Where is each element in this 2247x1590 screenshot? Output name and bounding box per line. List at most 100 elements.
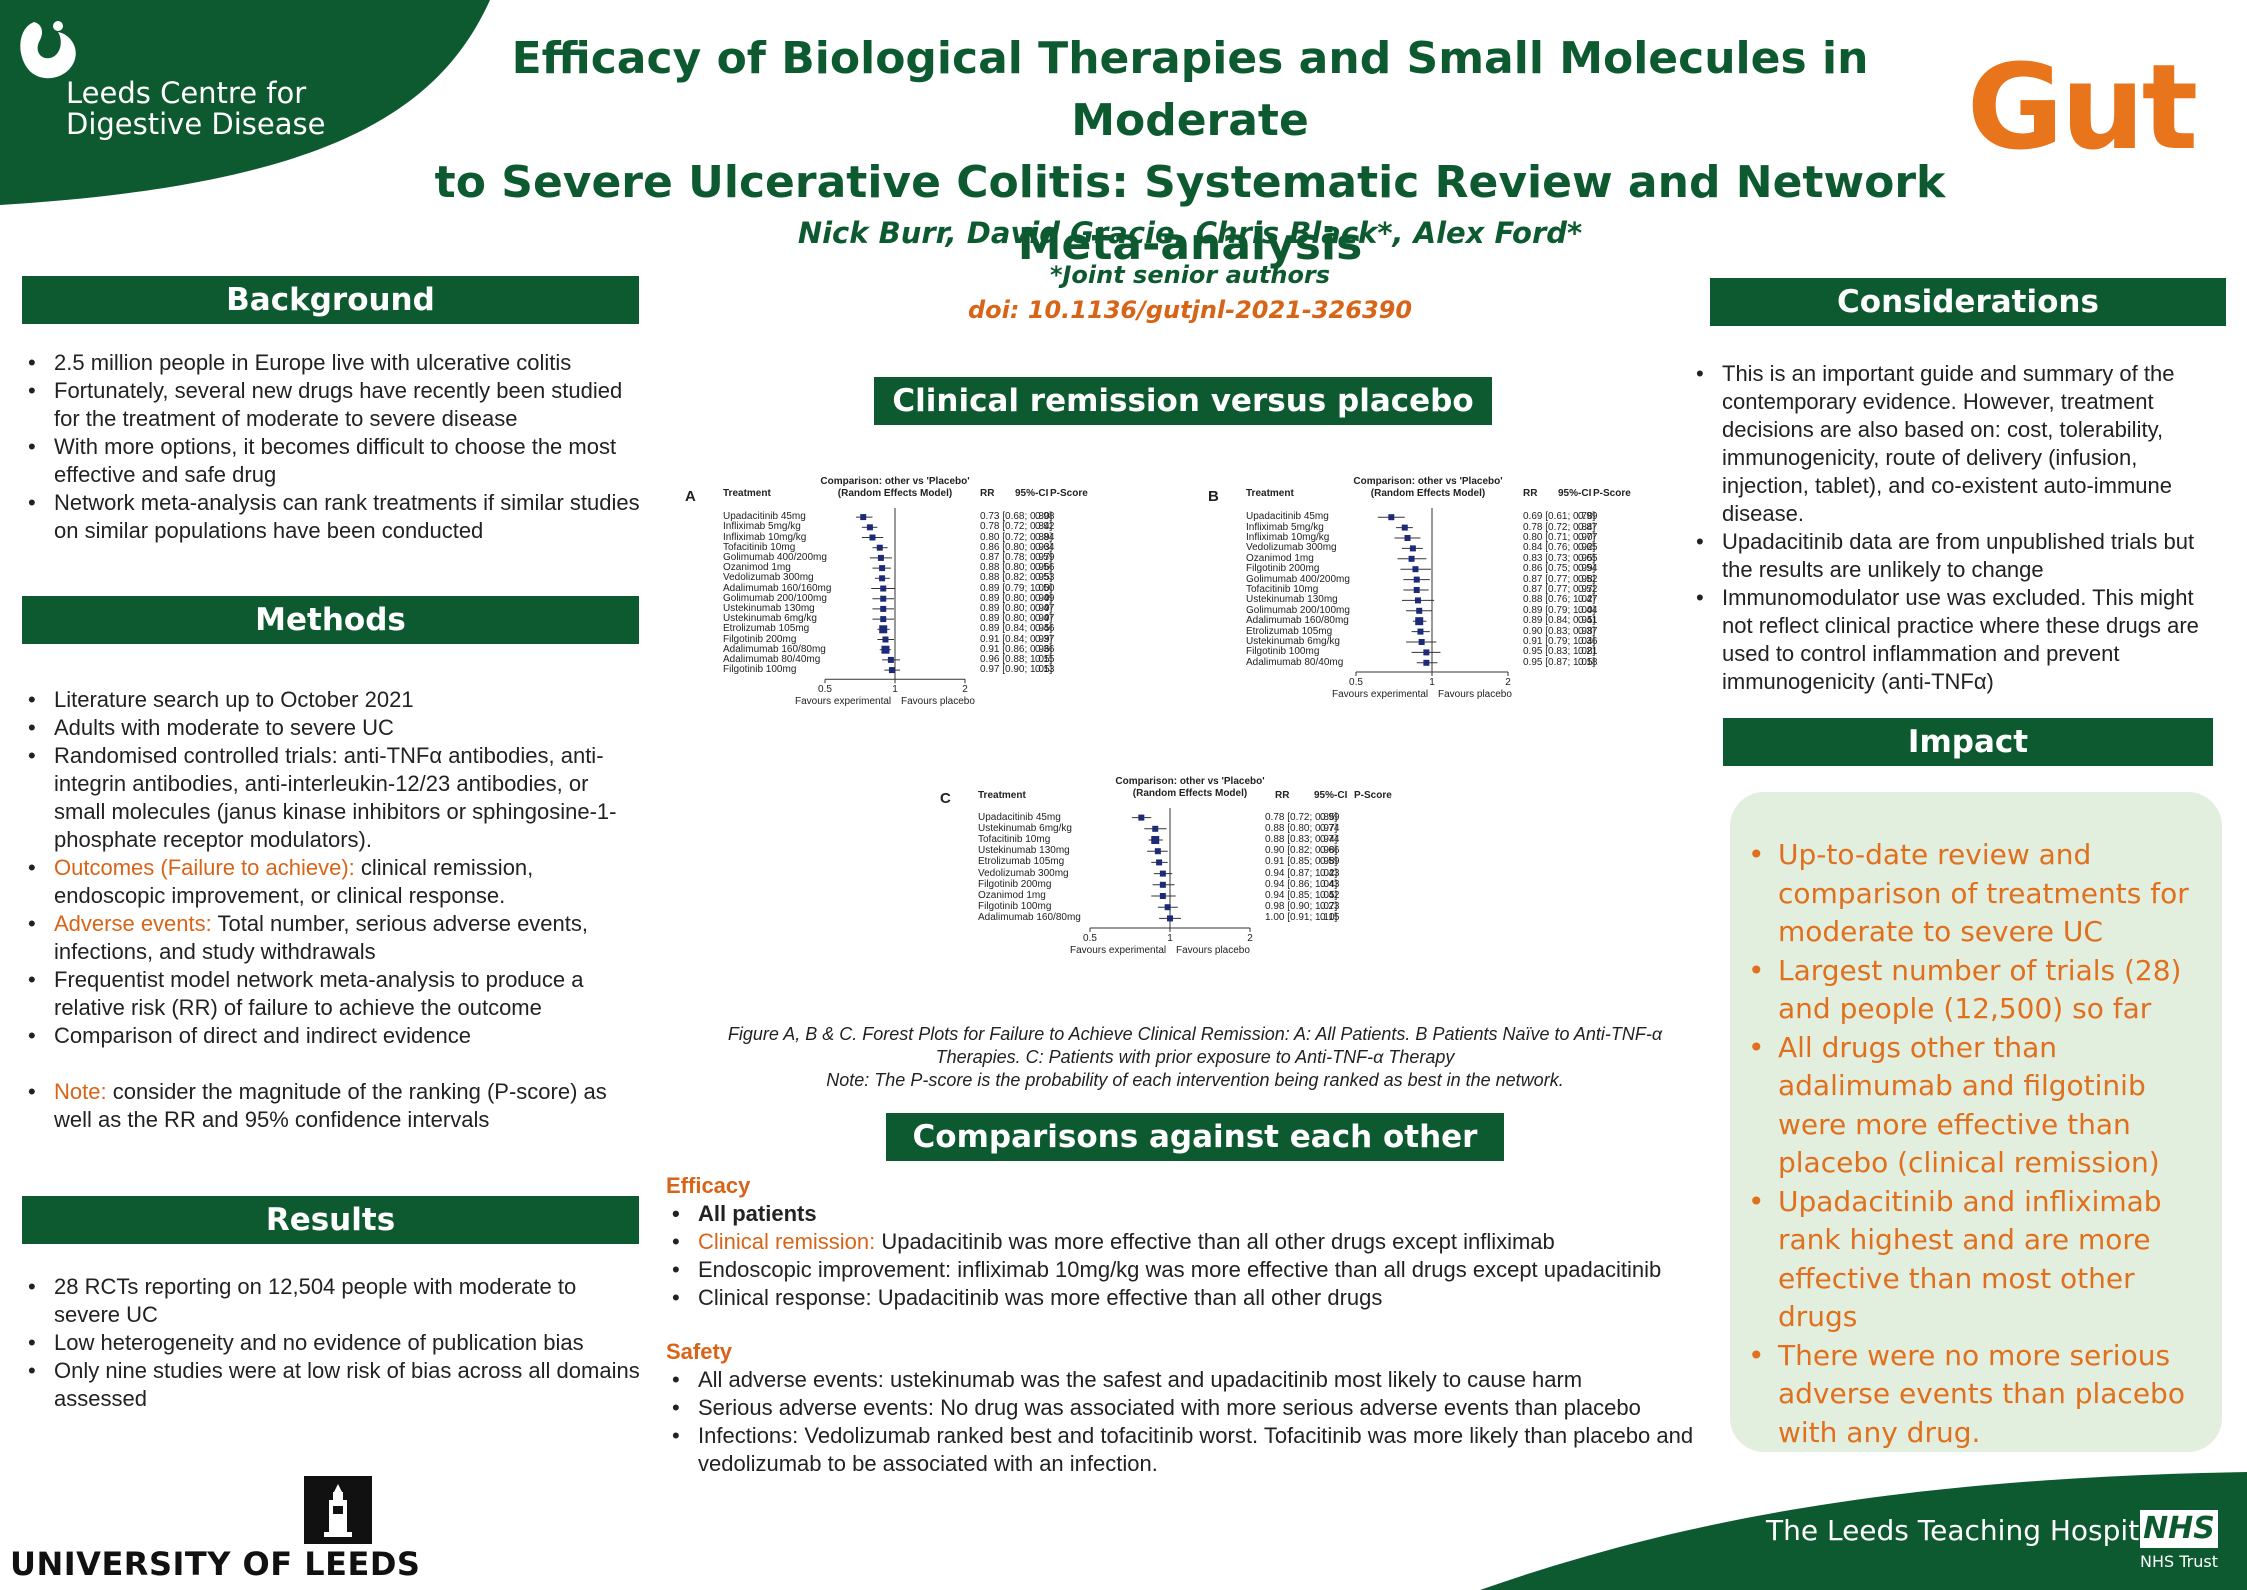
estimate-marker xyxy=(887,656,894,663)
pscore-label: 0.13 xyxy=(1035,664,1055,676)
rr-ci-label: 0.87 [0.77; 0.97] xyxy=(1523,584,1596,595)
col-rr: RR xyxy=(980,488,995,499)
pscore-label: 0.44 xyxy=(1578,604,1598,616)
pscore-label: 0.50 xyxy=(1035,582,1055,594)
rr-ci-label: 0.95 [0.83; 1.08] xyxy=(1523,646,1596,658)
col-treatment: Treatment xyxy=(723,488,771,499)
pscore-label: 0.36 xyxy=(1578,636,1598,647)
treatment-label: Golimumab 400/200mg xyxy=(723,551,827,563)
estimate-marker xyxy=(866,524,873,531)
pscore-label: 0.49 xyxy=(1035,592,1055,604)
treatment-label: Filgotinib 100mg xyxy=(978,901,1052,913)
list-item: Note: consider the magnitude of the rank… xyxy=(22,1078,642,1134)
rr-ci-label: 0.89 [0.80; 0.99] xyxy=(980,613,1053,625)
estimate-marker xyxy=(880,595,887,602)
treatment-label: Ozanimod 1mg xyxy=(723,562,791,574)
favours-experimental-label: Favours experimental xyxy=(1332,689,1429,700)
treatment-label: Adalimumab 160/80mg xyxy=(978,912,1081,924)
treatment-label: Adalimumab 160/160mg xyxy=(723,582,832,594)
estimate-marker xyxy=(879,625,888,634)
treatment-label: Ustekinumab 6mg/kg xyxy=(1246,636,1340,647)
estimate-marker xyxy=(869,534,876,541)
estimate-marker xyxy=(1415,617,1424,626)
list-item: Adults with moderate to severe UC xyxy=(22,714,642,742)
treatment-label: Ozanimod 1mg xyxy=(978,890,1046,901)
pscore-label: 0.42 xyxy=(1320,890,1340,901)
list-item: Upadacitinib and infliximab rank highest… xyxy=(1738,1183,2218,1337)
estimate-marker xyxy=(1164,904,1171,911)
list-item: Frequentist model network meta-analysis … xyxy=(22,966,642,1022)
rr-ci-label: 0.90 [0.82; 0.98] xyxy=(1265,845,1338,857)
rr-ci-label: 0.91 [0.84; 0.99] xyxy=(980,633,1053,645)
pscore-label: 0.59 xyxy=(1320,856,1340,868)
list-item: All drugs other than adalimumab and filg… xyxy=(1738,1029,2218,1183)
pscore-label: 0.23 xyxy=(1320,901,1340,913)
pscore-label: 0.92 xyxy=(1035,521,1055,533)
treatment-label: Upadacitinib 45mg xyxy=(723,511,806,523)
model-label: (Random Effects Model) xyxy=(1132,788,1248,799)
estimate-marker xyxy=(882,636,889,643)
list-item: Clinical remission: Upadacitinib was mor… xyxy=(666,1228,1706,1256)
pscore-label: 0.66 xyxy=(1320,845,1340,857)
authors: Nick Burr, David Gracie, Chris Black*, A… xyxy=(797,216,1583,250)
pscore-label: 0.65 xyxy=(1578,542,1598,554)
pscore-label: 0.54 xyxy=(1578,563,1598,575)
treatment-label: Golimumab 400/200mg xyxy=(1246,573,1350,585)
pscore-label: 0.36 xyxy=(1035,643,1055,655)
pscore-label: 0.43 xyxy=(1320,878,1340,890)
considerations-list: This is an important guide and summary o… xyxy=(1690,360,2230,696)
pscore-label: 0.47 xyxy=(1035,602,1055,614)
considerations-header: Considerations xyxy=(1710,278,2226,326)
rr-ci-label: 0.91 [0.86; 0.96] xyxy=(980,643,1053,655)
estimate-marker xyxy=(1412,566,1419,573)
rr-ci-label: 0.78 [0.72; 0.84] xyxy=(1523,521,1596,533)
rr-ci-label: 0.94 [0.85; 1.05] xyxy=(1265,890,1338,901)
list-item: Upadacitinib data are from unpublished t… xyxy=(1690,528,2230,584)
rr-ci-label: 0.69 [0.61; 0.78] xyxy=(1523,511,1596,523)
favours-placebo-label: Favours placebo xyxy=(901,696,975,708)
safety-list: All adverse events: ustekinumab was the … xyxy=(666,1366,1706,1478)
rr-ci-label: 1.00 [0.91; 1.10] xyxy=(1265,912,1338,924)
list-item: Network meta-analysis can rank treatment… xyxy=(22,489,642,545)
list-item: There were no more serious adverse event… xyxy=(1738,1337,2218,1453)
forest-plot-svg xyxy=(1355,508,1509,676)
list-item: Endoscopic improvement: infliximab 10mg/… xyxy=(666,1256,1706,1284)
treatment-label: Infliximab 5mg/kg xyxy=(1246,521,1324,533)
estimate-marker xyxy=(1413,576,1420,583)
treatment-label: Ustekinumab 6mg/kg xyxy=(723,613,817,625)
pscore-label: 0.43 xyxy=(1320,867,1340,879)
col-rr: RR xyxy=(1523,488,1538,499)
estimate-marker xyxy=(1408,555,1415,562)
estimate-marker xyxy=(1152,825,1159,832)
methods-list: Literature search up to October 2021 Adu… xyxy=(22,686,642,1050)
rr-ci-label: 0.94 [0.87; 1.02] xyxy=(1265,867,1338,879)
pscore-label: 0.41 xyxy=(1578,615,1598,627)
rr-ci-label: 0.89 [0.79; 1.00] xyxy=(980,582,1053,594)
rr-ci-label: 0.89 [0.84; 0.95] xyxy=(980,623,1053,635)
pscore-label: 0.46 xyxy=(1035,623,1055,635)
list-item: With more options, it becomes difficult … xyxy=(22,433,642,489)
estimate-marker xyxy=(1404,535,1411,541)
x-tick-label: 1 xyxy=(1167,933,1173,944)
estimate-marker xyxy=(880,616,887,623)
treatment-label: Filgotinib 100mg xyxy=(723,664,797,676)
treatment-label: Adalimumab 160/80mg xyxy=(723,643,826,655)
rr-ci-label: 0.91 [0.85; 0.98] xyxy=(1265,856,1338,868)
pscore-label: 0.59 xyxy=(1035,551,1055,563)
estimate-marker xyxy=(1423,659,1430,666)
treatment-label: Ozanimod 1mg xyxy=(1246,552,1314,564)
list-item: Comparison of direct and indirect eviden… xyxy=(22,1022,642,1050)
treatment-label: Golimumab 200/100mg xyxy=(723,592,827,604)
list-item: Immunomodulator use was excluded. This m… xyxy=(1690,584,2230,696)
nhs-trust: NHS Trust xyxy=(2140,1552,2218,1571)
doi[interactable]: doi: 10.1136/gutjnl-2021-326390 xyxy=(967,296,1413,324)
treatment-label: Golimumab 200/100mg xyxy=(1246,604,1350,616)
pscore-label: 0.37 xyxy=(1035,633,1055,645)
estimate-marker xyxy=(1159,870,1166,877)
comparisons-body: Efficacy All patients Clinical remission… xyxy=(666,1172,1706,1478)
treatment-label: Infliximab 10mg/kg xyxy=(1246,532,1330,543)
x-tick-label: 0.5 xyxy=(1349,677,1363,688)
model-label: (Random Effects Model) xyxy=(837,488,953,499)
rr-ci-label: 0.90 [0.83; 0.98] xyxy=(1523,625,1596,637)
list-item: Fortunately, several new drugs have rece… xyxy=(22,377,642,433)
